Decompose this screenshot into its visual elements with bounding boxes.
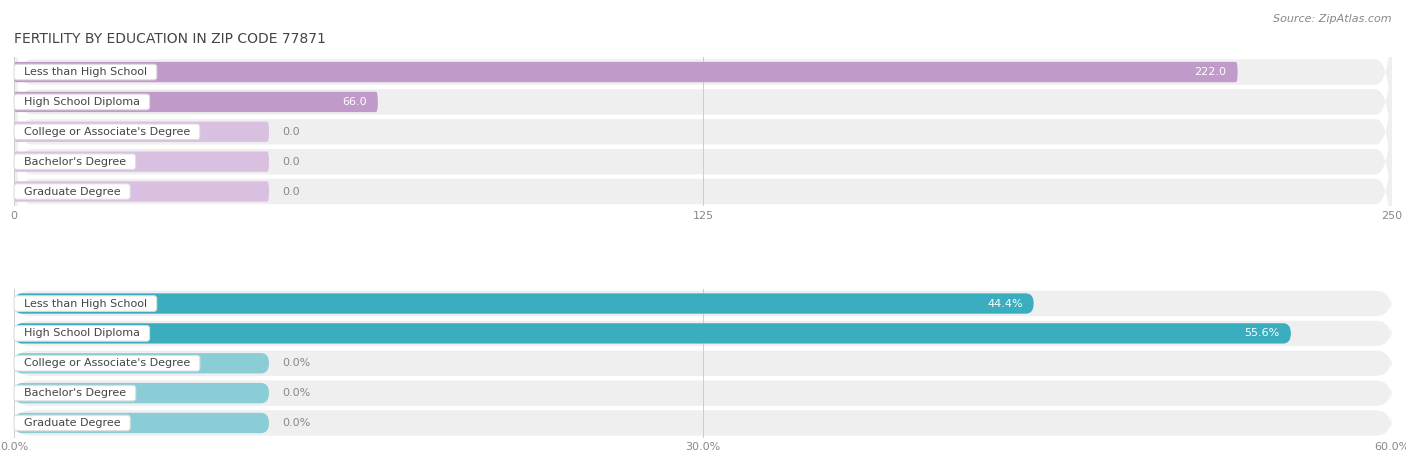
FancyBboxPatch shape — [14, 350, 1392, 376]
FancyBboxPatch shape — [14, 291, 1392, 316]
FancyBboxPatch shape — [14, 181, 269, 202]
Text: 44.4%: 44.4% — [987, 298, 1022, 308]
FancyBboxPatch shape — [14, 115, 1392, 268]
Text: Graduate Degree: Graduate Degree — [17, 418, 128, 428]
Text: High School Diploma: High School Diploma — [17, 97, 146, 107]
Text: 0.0%: 0.0% — [283, 418, 311, 428]
Text: 0.0%: 0.0% — [283, 388, 311, 398]
FancyBboxPatch shape — [14, 151, 269, 172]
Text: 0.0%: 0.0% — [283, 358, 311, 368]
FancyBboxPatch shape — [14, 122, 269, 142]
Text: 222.0: 222.0 — [1195, 67, 1226, 77]
Text: High School Diploma: High School Diploma — [17, 328, 146, 338]
FancyBboxPatch shape — [14, 353, 269, 373]
FancyBboxPatch shape — [14, 293, 1033, 314]
FancyBboxPatch shape — [14, 62, 1237, 82]
FancyBboxPatch shape — [14, 383, 269, 403]
Text: Less than High School: Less than High School — [17, 67, 153, 77]
FancyBboxPatch shape — [14, 25, 1392, 179]
FancyBboxPatch shape — [14, 413, 269, 433]
FancyBboxPatch shape — [14, 380, 1392, 406]
Text: College or Associate's Degree: College or Associate's Degree — [17, 358, 197, 368]
Text: 0.0: 0.0 — [283, 187, 301, 197]
Text: 55.6%: 55.6% — [1244, 328, 1279, 338]
FancyBboxPatch shape — [14, 323, 1291, 344]
Text: College or Associate's Degree: College or Associate's Degree — [17, 127, 197, 137]
FancyBboxPatch shape — [14, 85, 1392, 238]
Text: 0.0: 0.0 — [283, 157, 301, 167]
Text: Bachelor's Degree: Bachelor's Degree — [17, 157, 134, 167]
FancyBboxPatch shape — [14, 410, 1392, 436]
Text: Bachelor's Degree: Bachelor's Degree — [17, 388, 134, 398]
Text: Less than High School: Less than High School — [17, 298, 153, 308]
Text: 66.0: 66.0 — [342, 97, 367, 107]
Text: Source: ZipAtlas.com: Source: ZipAtlas.com — [1274, 14, 1392, 24]
Text: FERTILITY BY EDUCATION IN ZIP CODE 77871: FERTILITY BY EDUCATION IN ZIP CODE 77871 — [14, 32, 326, 46]
FancyBboxPatch shape — [14, 0, 1392, 149]
FancyBboxPatch shape — [14, 55, 1392, 208]
Text: Graduate Degree: Graduate Degree — [17, 187, 128, 197]
Text: 0.0: 0.0 — [283, 127, 301, 137]
FancyBboxPatch shape — [14, 321, 1392, 346]
FancyBboxPatch shape — [14, 92, 378, 112]
